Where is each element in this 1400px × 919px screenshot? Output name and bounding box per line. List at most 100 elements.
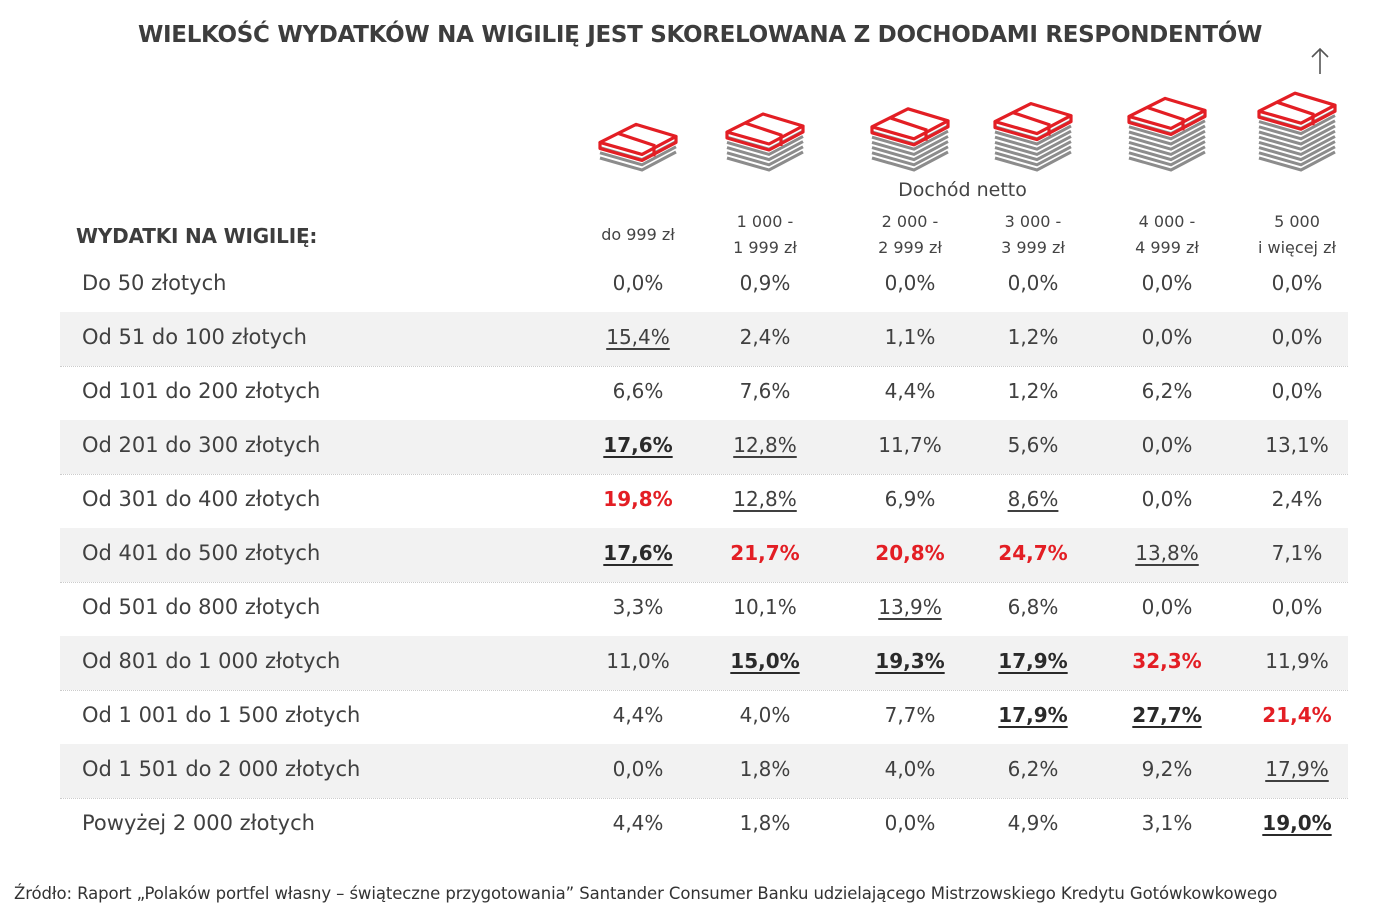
money-stack-icon	[725, 112, 805, 172]
table-cell: 0,0%	[1271, 325, 1323, 349]
column-header-line: do 999 zł	[601, 225, 675, 244]
table-cell: 17,9%	[998, 649, 1068, 673]
table-cell: 17,6%	[603, 541, 673, 565]
table-row: Od 401 do 500 złotych 17,6% 21,7% 20,8% 24,7…	[60, 528, 1348, 583]
chart-title: WIELKOŚĆ WYDATKÓW NA WIGILIĘ JEST SKOREL…	[137, 22, 1263, 48]
row-label: Od 801 do 1 000 złotych	[82, 649, 341, 673]
table-cell: 1,8%	[739, 757, 791, 781]
table-cell: 0,0%	[1271, 595, 1323, 619]
column-header: 5 000 i więcej zł	[1232, 209, 1362, 261]
table-cell: 19,0%	[1262, 811, 1332, 835]
table-cell: 0,0%	[1271, 271, 1323, 295]
table-row: Do 50 złotych 0,0% 0,9% 0,0% 0,0% 0,0% 0,0%	[60, 258, 1348, 313]
column-header: 1 000 - 1 999 zł	[700, 209, 830, 261]
table-cell: 13,8%	[1135, 541, 1199, 565]
table-row: Od 51 do 100 złotych 15,4% 2,4% 1,1% 1,2% 0,0…	[60, 312, 1348, 367]
column-header-line: i więcej zł	[1257, 238, 1337, 257]
table-row: Od 1 001 do 1 500 złotych 4,4% 4,0% 7,7% 17,…	[60, 690, 1348, 745]
table-cell: 21,7%	[730, 541, 800, 565]
table-cell: 17,6%	[603, 433, 673, 457]
row-label: Od 51 do 100 złotych	[82, 325, 307, 349]
table-row: Od 501 do 800 złotych 3,3% 10,1% 13,9% 6,8% 0…	[60, 582, 1348, 637]
table-cell: 0,0%	[1007, 271, 1059, 295]
table-cell: 6,8%	[1007, 595, 1059, 619]
row-label: Od 101 do 200 złotych	[82, 379, 321, 403]
column-header-line: 2 999 zł	[878, 238, 942, 257]
row-label: Powyżej 2 000 złotych	[82, 811, 315, 835]
table-cell: 4,4%	[884, 379, 936, 403]
table-cell: 7,7%	[884, 703, 936, 727]
table-cell: 17,9%	[998, 703, 1068, 727]
money-stack-icon	[870, 107, 950, 172]
table-cell: 24,7%	[998, 541, 1068, 565]
table-cell: 13,1%	[1265, 433, 1329, 457]
table-cell: 1,2%	[1007, 325, 1059, 349]
table-cell: 0,0%	[884, 271, 936, 295]
source-note: Źródło: Raport „Polaków portfel własny –…	[14, 884, 1278, 903]
row-divider	[60, 474, 1348, 475]
table-cell: 4,4%	[612, 811, 664, 835]
table-cell: 13,9%	[878, 595, 942, 619]
table-cell: 0,0%	[884, 811, 936, 835]
table-cell: 4,4%	[612, 703, 664, 727]
table-cell: 4,0%	[739, 703, 791, 727]
table-cell: 3,3%	[612, 595, 664, 619]
table-cell: 0,0%	[1141, 271, 1193, 295]
money-stack-icon	[993, 102, 1073, 172]
table-cell: 27,7%	[1132, 703, 1202, 727]
table-row: Powyżej 2 000 złotych 4,4% 1,8% 0,0% 4,9% 3,1…	[60, 798, 1348, 852]
row-label: Od 401 do 500 złotych	[82, 541, 321, 565]
arrow-up-icon	[1311, 47, 1329, 74]
table-cell: 19,3%	[875, 649, 945, 673]
table-row: Od 801 do 1 000 złotych 11,0% 15,0% 19,3% 17…	[60, 636, 1348, 691]
table-cell: 0,0%	[612, 757, 664, 781]
table-cell: 1,2%	[1007, 379, 1059, 403]
table-row: Od 1 501 do 2 000 złotych 0,0% 1,8% 4,0% 6,2…	[60, 744, 1348, 799]
column-header-line: 1 000 -	[736, 212, 794, 231]
table-cell: 6,9%	[884, 487, 936, 511]
table-cell: 2,4%	[739, 325, 791, 349]
table-cell: 12,8%	[733, 487, 797, 511]
table-cell: 0,0%	[1141, 487, 1193, 511]
income-header: Dochód netto	[898, 179, 1027, 201]
column-header-line: 2 000 -	[881, 212, 939, 231]
table-cell: 4,0%	[884, 757, 936, 781]
table-cell: 0,0%	[1271, 379, 1323, 403]
table-cell: 10,1%	[733, 595, 797, 619]
column-header: 3 000 - 3 999 zł	[968, 209, 1098, 261]
row-divider	[60, 798, 1348, 799]
money-stack-icon	[598, 122, 678, 172]
table-cell: 3,1%	[1141, 811, 1193, 835]
money-stack-icon	[1257, 91, 1337, 172]
table-cell: 7,1%	[1271, 541, 1323, 565]
table-cell: 9,2%	[1141, 757, 1193, 781]
table-cell: 6,2%	[1007, 757, 1059, 781]
column-header-line: 4 999 zł	[1135, 238, 1199, 257]
table-cell: 0,0%	[612, 271, 664, 295]
table-cell: 17,9%	[1265, 757, 1329, 781]
table-cell: 6,2%	[1141, 379, 1193, 403]
table-cell: 11,0%	[606, 649, 670, 673]
table-cell: 21,4%	[1262, 703, 1332, 727]
table-row: Od 301 do 400 złotych 19,8% 12,8% 6,9% 8,6% 0…	[60, 474, 1348, 529]
column-header: 4 000 - 4 999 zł	[1102, 209, 1232, 261]
column-header-line: 1 999 zł	[733, 238, 797, 257]
row-label: Od 1 501 do 2 000 złotych	[82, 757, 361, 781]
table-cell: 0,0%	[1141, 325, 1193, 349]
table-cell: 1,1%	[884, 325, 936, 349]
row-divider	[60, 690, 1348, 691]
column-header-line: 3 999 zł	[1001, 238, 1065, 257]
table-row: Od 201 do 300 złotych 17,6% 12,8% 11,7% 5,6%…	[60, 420, 1348, 475]
table-row: Od 101 do 200 złotych 6,6% 7,6% 4,4% 1,2% 6,2…	[60, 366, 1348, 421]
table-cell: 15,0%	[730, 649, 800, 673]
column-header: do 999 zł	[573, 222, 703, 248]
column-header: 2 000 - 2 999 zł	[845, 209, 975, 261]
row-label: Od 1 001 do 1 500 złotych	[82, 703, 361, 727]
table-cell: 11,9%	[1265, 649, 1329, 673]
table-cell: 0,0%	[1141, 595, 1193, 619]
table-cell: 15,4%	[606, 325, 670, 349]
table-cell: 6,6%	[612, 379, 664, 403]
row-divider	[60, 582, 1348, 583]
table-cell: 0,9%	[739, 271, 791, 295]
column-header-line: 4 000 -	[1138, 212, 1196, 231]
